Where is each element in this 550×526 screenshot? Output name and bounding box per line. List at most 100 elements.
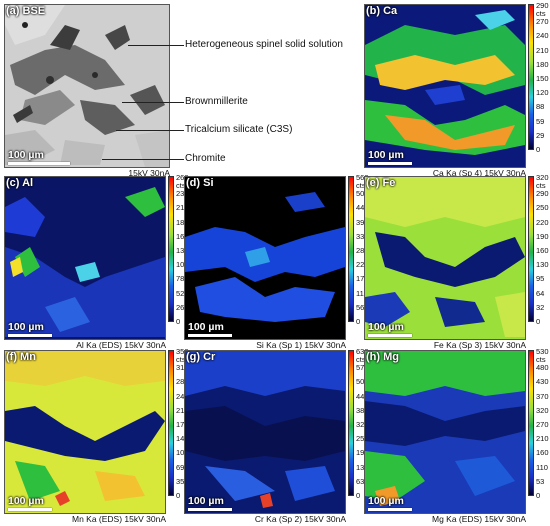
mn-map [4, 350, 166, 514]
mg-tick-0: 0 [536, 491, 541, 500]
ca-tick-180: 180 [536, 59, 549, 69]
panel-si: (d) Si 100 µm Si Ka (Sp 1) 15kV 30nA cts… [184, 174, 369, 350]
fe-tick-130: 130 [536, 260, 549, 270]
ca-tick-29: 29 [536, 130, 545, 140]
cr-scale-text: 100 µm [188, 495, 224, 507]
mg-colorbar [528, 350, 534, 496]
mg-map [364, 350, 526, 514]
si-tick-170: 170 [356, 274, 369, 284]
fe-colorbar [528, 176, 534, 322]
al-tick-26: 26 [176, 302, 185, 312]
fe-scale-bar [368, 334, 412, 337]
bse-scale-bar [8, 162, 70, 165]
mg-tick-160: 160 [536, 448, 549, 458]
al-panel-label: (c) Al [6, 177, 34, 189]
ca-tick-120: 120 [536, 88, 549, 98]
al-tick-130: 130 [176, 246, 189, 255]
si-tick-0: 0 [356, 317, 361, 326]
al-map [4, 176, 166, 340]
annotation-brownmillerite: Brownmillerite [185, 96, 248, 107]
si-tick-56: 56 [356, 302, 365, 312]
al-tick-210: 210 [176, 203, 189, 213]
ca-tick-290: 290 [536, 1, 549, 10]
ca-tick-88: 88 [536, 102, 545, 112]
bse-panel-label: (a) BSE [6, 5, 46, 17]
mg-scale-text: 100 µm [368, 495, 404, 507]
si-map [184, 176, 346, 340]
mg-map-image [365, 351, 525, 513]
ca-panel-label: (b) Ca [366, 5, 398, 17]
cr-unit: cts [356, 355, 366, 364]
al-tick-100: 100 [176, 260, 189, 270]
fe-tick-190: 190 [536, 231, 549, 241]
leader-chromite [102, 159, 184, 160]
cr-tick-630: 630 [356, 347, 369, 356]
al-tick-260: 260 [176, 173, 189, 182]
si-panel-label: (d) Si [186, 177, 214, 189]
ca-map-image [365, 5, 525, 167]
cr-colorbar [348, 350, 354, 496]
bse-image [4, 4, 170, 168]
si-tick-440: 440 [356, 203, 369, 213]
mg-unit: cts [536, 355, 546, 364]
mg-colorbar-ticks: cts 530 480 430 370 320 270 210 160 110 53 0 [536, 348, 550, 500]
mn-tick-0: 0 [176, 491, 181, 500]
fe-tick-32: 32 [536, 302, 545, 312]
al-scale-text: 100 µm [8, 321, 44, 333]
mn-colorbar [168, 350, 174, 496]
mg-tick-210: 210 [536, 434, 549, 444]
al-colorbar-ticks: cts 260 230 210 180 160 130 100 78 52 26 0 [176, 173, 196, 326]
bse-micrograph [5, 5, 169, 167]
si-scale-bar [188, 334, 232, 337]
mn-tick-350: 350 [176, 347, 189, 356]
al-unit: cts [176, 181, 186, 190]
si-colorbar-ticks: cts 560 500 440 390 330 280 220 170 110 56 0 [356, 174, 376, 326]
ca-unit: cts [536, 9, 546, 18]
cr-tick-190: 190 [356, 448, 369, 458]
ca-tick-270: 270 [536, 17, 549, 27]
cr-tick-250: 250 [356, 434, 369, 444]
si-map-image [185, 177, 345, 339]
ca-colorbar-ticks: cts 290 270 240 210 180 150 120 88 59 29 0 [536, 1, 550, 154]
mg-tick-430: 430 [536, 377, 549, 387]
mn-map-image [5, 351, 165, 513]
fe-tick-95: 95 [536, 274, 545, 284]
si-scale-text: 100 µm [188, 321, 224, 333]
si-colorbar [348, 176, 354, 322]
ca-scale-bar [368, 162, 412, 165]
cr-tick-500: 500 [356, 377, 369, 387]
si-tick-220: 220 [356, 260, 369, 270]
fe-tick-290: 290 [536, 189, 549, 199]
fe-panel-label: (e) Fe [366, 177, 396, 189]
cr-tick-440: 440 [356, 391, 369, 401]
ca-tick-0: 0 [536, 145, 541, 154]
fe-map [364, 176, 526, 340]
al-map-image [5, 177, 165, 339]
mg-tick-110: 110 [536, 462, 548, 472]
ca-caption: Ca Ka (Sp 4) 15kV 30nA [432, 168, 526, 178]
cr-colorbar-ticks: cts 630 570 500 440 380 320 250 190 130 63 0 [356, 347, 376, 500]
ca-tick-150: 150 [536, 74, 549, 83]
al-tick-78: 78 [176, 274, 185, 284]
mg-scale-bar [368, 508, 412, 511]
al-tick-180: 180 [176, 217, 189, 227]
fe-caption: Fe Ka (Sp 3) 15kV 30nA [433, 340, 526, 350]
mg-tick-53: 53 [536, 476, 545, 486]
panel-mn: (f) Mn 100 µm Mn Ka (EDS) 15kV 30nA cts … [4, 347, 189, 524]
fe-unit: cts [536, 181, 546, 190]
mn-tick-170: 170 [176, 420, 189, 429]
cr-map-image [185, 351, 345, 513]
fe-tick-160: 160 [536, 246, 549, 255]
annotation-spinel: Heterogeneous spinel solid solution [185, 39, 343, 50]
cr-tick-380: 380 [356, 405, 369, 415]
mn-tick-240: 240 [176, 391, 189, 401]
si-tick-500: 500 [356, 189, 369, 199]
leader-c3s [116, 130, 184, 131]
al-tick-0: 0 [176, 317, 181, 326]
cr-caption: Cr Ka (Sp 2) 15kV 30nA [254, 514, 346, 524]
annotation-chromite: Chromite [185, 153, 226, 164]
mn-tick-69: 69 [176, 462, 185, 472]
panel-fe: (e) Fe 100 µm Fe Ka (Sp 3) 15kV 30nA cts… [364, 174, 549, 350]
ca-tick-240: 240 [536, 31, 549, 41]
mn-tick-140: 140 [176, 434, 189, 444]
